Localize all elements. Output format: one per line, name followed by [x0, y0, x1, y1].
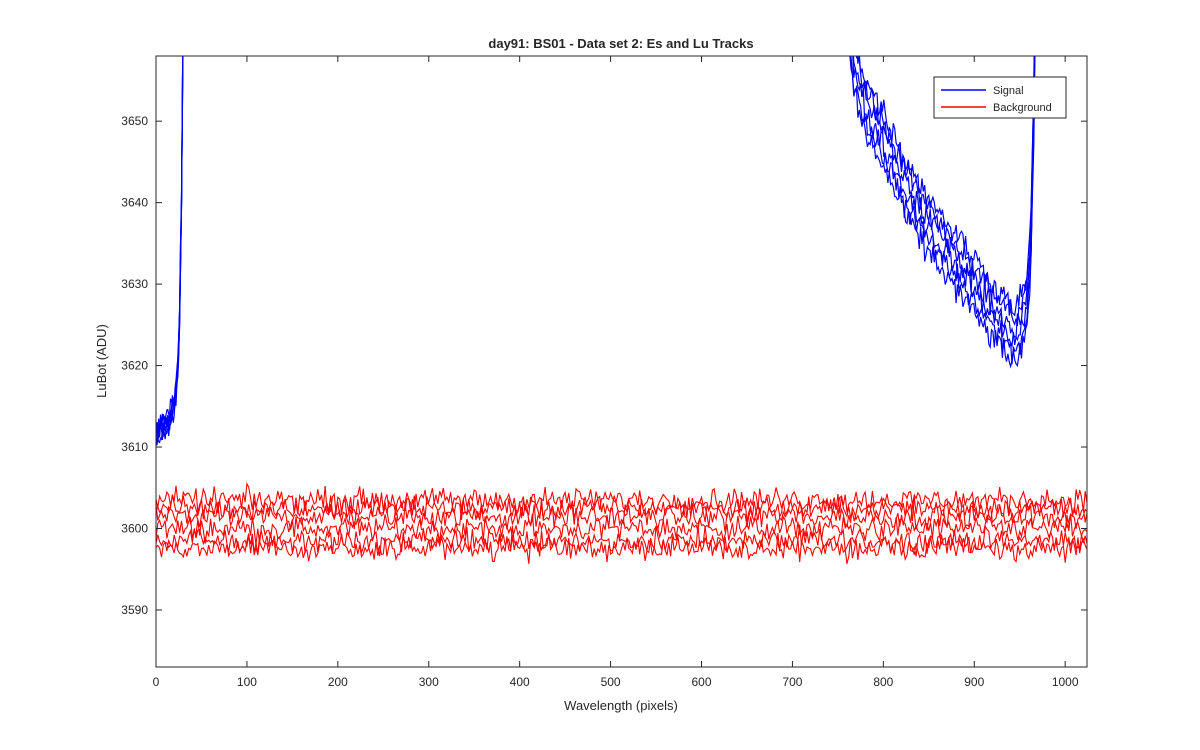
signal-track-line-right — [855, 56, 1035, 327]
signal-track-line-right — [849, 56, 1036, 369]
x-tick-label: 200 — [328, 675, 348, 689]
y-tick-label: 3630 — [121, 277, 148, 291]
y-tick-label: 3590 — [121, 603, 148, 617]
background-track-line — [156, 494, 1087, 524]
x-axis-label: Wavelength (pixels) — [564, 698, 678, 713]
chart-title: day91: BS01 - Data set 2: Es and Lu Trac… — [488, 36, 753, 51]
legend[interactable]: Signal Background — [933, 76, 1067, 119]
y-tick-label: 3610 — [121, 440, 148, 454]
x-tick-label: 1000 — [1052, 675, 1079, 689]
y-tick-label: 3600 — [121, 522, 148, 536]
x-tick-label: 400 — [510, 675, 530, 689]
x-tick-label: 300 — [419, 675, 439, 689]
tick-layer: 0 100 200 300 400 500 600 700 800 900 1000 3590 3600… — [121, 56, 1087, 689]
background-track-line — [156, 500, 1087, 533]
plot-frame — [155, 55, 1088, 668]
plot-area — [156, 56, 1087, 667]
y-tick-label: 3620 — [121, 359, 148, 373]
background-track-line — [156, 532, 1087, 564]
background-track-line — [156, 513, 1087, 545]
background-track-line — [156, 482, 1087, 518]
legend-background-label: Background — [993, 102, 1052, 114]
x-tick-label: 500 — [601, 675, 621, 689]
signal-track-line-right — [856, 56, 1035, 317]
x-tick-label: 600 — [691, 675, 711, 689]
x-tick-label: 900 — [964, 675, 984, 689]
signal-track-line-right — [852, 56, 1036, 348]
x-tick-label: 100 — [237, 675, 257, 689]
y-tick-label: 3650 — [121, 114, 148, 128]
y-tick-label: 3640 — [121, 196, 148, 210]
signal-track-line-left — [156, 56, 184, 432]
x-tick-label: 800 — [873, 675, 893, 689]
legend-signal-label: Signal — [993, 85, 1024, 97]
x-tick-label: 0 — [153, 675, 160, 689]
y-axis-label: LuBot (ADU) — [94, 324, 109, 398]
x-tick-label: 700 — [782, 675, 802, 689]
series-layer — [156, 56, 1087, 564]
signal-track-line-right — [852, 56, 1035, 338]
legend-box — [933, 76, 1067, 119]
